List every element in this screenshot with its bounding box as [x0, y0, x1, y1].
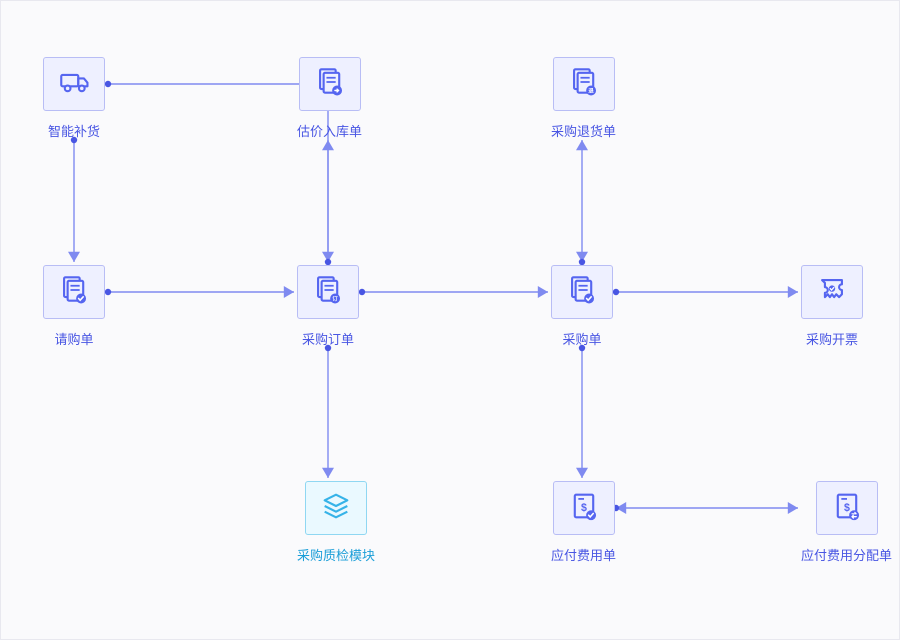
node-box [551, 265, 613, 319]
node-box [299, 57, 361, 111]
node-requisition: 请购单 [43, 265, 105, 348]
node-box: $ [553, 481, 615, 535]
edge [576, 140, 588, 265]
doc_check-icon [57, 273, 91, 312]
node-purchase_invoice: 采购开票 [801, 265, 863, 348]
doc_return-icon: 退 [567, 65, 601, 104]
edge [613, 286, 798, 298]
edge [105, 81, 328, 262]
edge [576, 345, 588, 478]
node-label: 应付费用分配单 [801, 545, 892, 564]
doc_arrow-icon [313, 65, 347, 104]
edge [322, 140, 334, 265]
svg-text:$: $ [581, 501, 587, 513]
svg-text:$: $ [844, 501, 850, 513]
node-box [43, 57, 105, 111]
svg-text:订: 订 [332, 294, 338, 302]
edge [613, 502, 798, 514]
edges-layer [1, 1, 900, 641]
node-label: 采购订单 [302, 329, 354, 348]
node-label: 采购质检模块 [297, 545, 375, 564]
layers-icon [319, 489, 353, 528]
truck-icon [57, 65, 91, 104]
node-payable_expense: $ 应付费用单 [551, 481, 616, 564]
ticket-icon [815, 273, 849, 312]
node-estimate_inbound: 估价入库单 [297, 57, 362, 140]
node-purchase_receipt: 采购单 [551, 265, 613, 348]
node-label: 采购退货单 [551, 121, 616, 140]
node-payable_alloc: $ 应付费用分配单 [801, 481, 892, 564]
flowchart-canvas: 智能补货 估价入库单 退 采购退货单 请购单 订 [0, 0, 900, 640]
node-box [801, 265, 863, 319]
node-box: 订 [297, 265, 359, 319]
edge [68, 137, 80, 262]
node-box [43, 265, 105, 319]
doc_ding-icon: 订 [311, 273, 345, 312]
node-purchase_return: 退 采购退货单 [551, 57, 616, 140]
node-label: 应付费用单 [551, 545, 616, 564]
node-box: $ [816, 481, 878, 535]
edge [359, 286, 548, 298]
node-box [305, 481, 367, 535]
svg-text:退: 退 [588, 86, 594, 94]
node-label: 采购单 [562, 329, 601, 348]
edge [322, 345, 334, 478]
doc_swap-icon: $ [830, 489, 864, 528]
node-label: 估价入库单 [297, 121, 362, 140]
node-purchase_order: 订 采购订单 [297, 265, 359, 348]
doc_dollar-icon: $ [567, 489, 601, 528]
node-label: 智能补货 [48, 121, 100, 140]
node-label: 请购单 [54, 329, 93, 348]
doc_check-icon [565, 273, 599, 312]
node-label: 采购开票 [806, 329, 858, 348]
node-box: 退 [553, 57, 615, 111]
edge [105, 286, 294, 298]
node-smart_replenish: 智能补货 [43, 57, 105, 140]
node-qc_module: 采购质检模块 [297, 481, 375, 564]
